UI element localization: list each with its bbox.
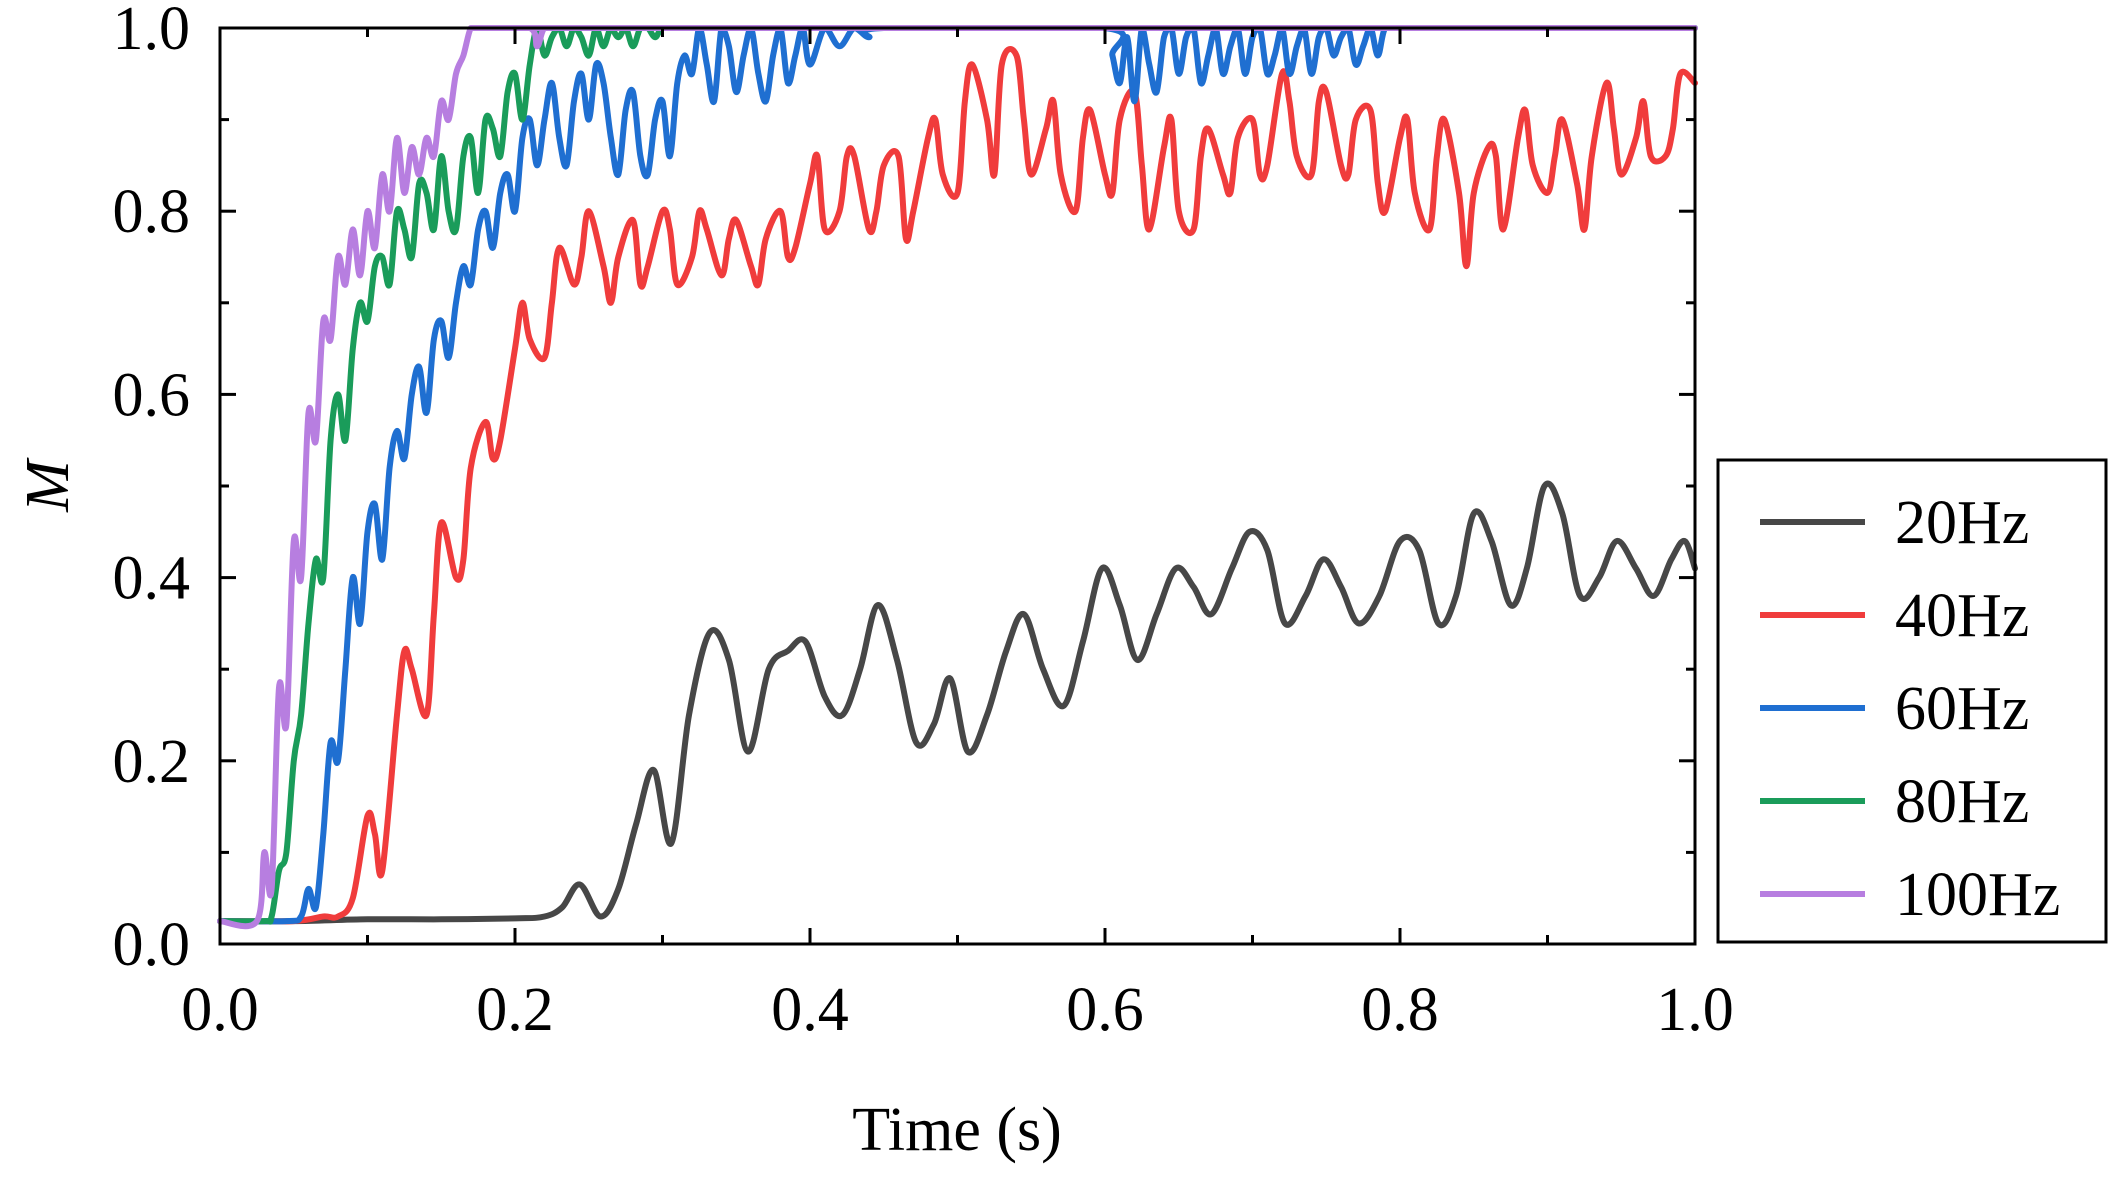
plot-lines — [217, 24, 1698, 930]
legend-label-100hz: 100Hz — [1895, 861, 2060, 929]
series-line-40hz — [217, 46, 1698, 925]
y-tick-label: 1.0 — [113, 0, 191, 63]
y-tick-label: 0.4 — [113, 545, 191, 613]
y-tick-label: 0.2 — [113, 728, 191, 796]
series-line-20hz — [217, 480, 1698, 925]
legend: 20Hz 40Hz 60Hz 80Hz 100Hz — [1716, 458, 2108, 944]
y-axis-title: M — [14, 457, 82, 513]
legend-label-60hz: 60Hz — [1895, 675, 2029, 743]
y-tick-label: 0.6 — [113, 361, 191, 429]
legend-box — [1716, 458, 2108, 944]
x-axis-title: Time (s) — [852, 1096, 1062, 1164]
x-tick-label: 0.0 — [181, 976, 259, 1044]
y-tick-label: 0.0 — [113, 911, 191, 979]
x-tick-label: 0.6 — [1066, 976, 1144, 1044]
series-line-80hz — [217, 24, 1698, 925]
legend-label-80hz: 80Hz — [1895, 768, 2029, 836]
x-tick-label: 0.4 — [771, 976, 849, 1044]
x-tick-label: 0.8 — [1361, 976, 1439, 1044]
axis-ticks: 0.0 0.2 0.4 0.6 0.8 1.0 0.0 0.2 0.4 0.6 0.8 1.0 — [113, 0, 1734, 1044]
series-line-100hz — [217, 24, 1698, 930]
legend-label-20hz: 20Hz — [1895, 489, 2029, 557]
x-tick-label: 0.2 — [476, 976, 554, 1044]
x-tick-label: 1.0 — [1656, 976, 1734, 1044]
y-tick-label: 0.8 — [113, 178, 191, 246]
legend-label-40hz: 40Hz — [1895, 582, 2029, 650]
